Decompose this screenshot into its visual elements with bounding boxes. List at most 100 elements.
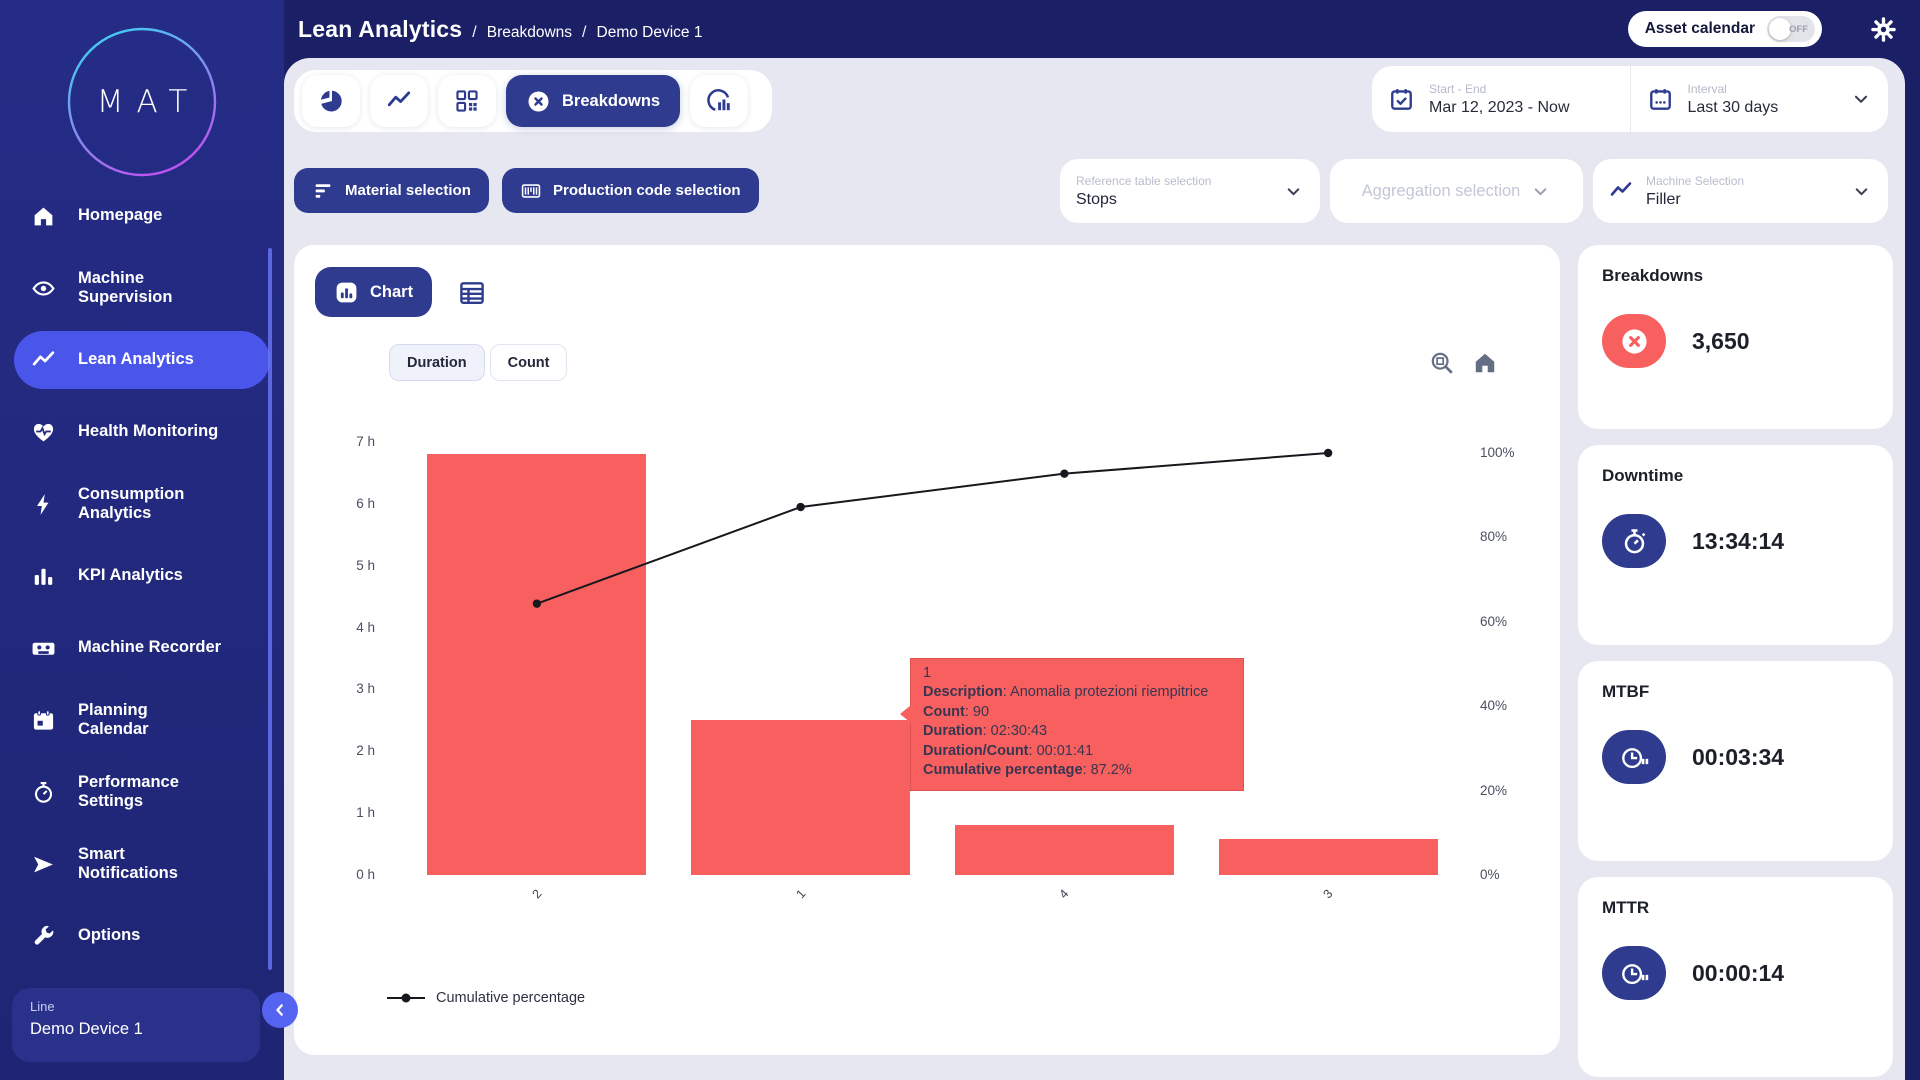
- sidebar-item-label: Smart Notifications: [78, 844, 178, 882]
- sidebar-item-kpi-analytics[interactable]: KPI Analytics: [0, 540, 284, 612]
- table-icon: [457, 278, 491, 308]
- sidebar-item-label: Machine Recorder: [78, 638, 222, 657]
- sidebar-item-lean-analytics[interactable]: Lean Analytics: [14, 331, 270, 389]
- sidebar-nav: Homepage Machine Supervision Lean Analytic…: [0, 180, 284, 972]
- device-name: Demo Device 1: [30, 1020, 143, 1038]
- sidebar-item-smart-notifications[interactable]: Smart Notifications: [0, 828, 284, 900]
- y2-axis-tick: 0%: [1480, 867, 1500, 882]
- table-view-button[interactable]: [457, 276, 491, 310]
- sidebar-item-machine-recorder[interactable]: Machine Recorder: [0, 612, 284, 684]
- device-type-label: Line: [30, 999, 55, 1014]
- view-pie-button[interactable]: [302, 75, 360, 127]
- aggregation-select[interactable]: Aggregation selection: [1330, 159, 1583, 223]
- production-code-selection-label: Production code selection: [553, 182, 741, 199]
- breadcrumb-separator: /: [472, 24, 477, 41]
- bar-3[interactable]: [1218, 838, 1438, 875]
- machine-selection-value: Filler: [1646, 190, 1681, 208]
- tooltip-row: Duration/Count: 00:01:41: [923, 742, 1094, 759]
- bolt-icon: [30, 492, 57, 517]
- interval-value: Last 30 days: [1687, 98, 1779, 116]
- unit-toggle: Duration Count: [389, 344, 568, 381]
- sidebar-item-label: Machine Supervision: [78, 268, 173, 306]
- y2-axis-tick: 40%: [1480, 698, 1508, 714]
- tooltip-row: Description: Anomalia protezioni riempit…: [923, 684, 1209, 701]
- machine-select[interactable]: Machine Selection Filler: [1593, 159, 1888, 223]
- tab-chart[interactable]: Chart: [315, 267, 433, 317]
- sidebar-item-label: Performance Settings: [78, 772, 179, 810]
- stat-card-mttr: MTTR 00:00:14: [1578, 877, 1893, 1077]
- reset-view-button[interactable]: [1472, 349, 1499, 376]
- calendar-dots-icon: [1647, 86, 1674, 113]
- tab-breakdowns-label: Breakdowns: [562, 91, 661, 110]
- chevron-down-icon: [1851, 181, 1872, 202]
- sidebar-collapse-button[interactable]: [262, 992, 298, 1028]
- view-grid-button[interactable]: [438, 75, 496, 127]
- zoom-selection-button[interactable]: [1429, 349, 1456, 376]
- tab-breakdowns[interactable]: Breakdowns: [506, 75, 681, 127]
- bar-4[interactable]: [954, 824, 1174, 875]
- sidebar-item-label: Consumption Analytics: [78, 484, 185, 522]
- stat-title: Breakdowns: [1602, 266, 1704, 285]
- content-panel: Breakdowns Start - End Mar 12, 2023 - No…: [284, 58, 1905, 1080]
- start-end-value: Mar 12, 2023 - Now: [1429, 98, 1570, 116]
- stat-value: 13:34:14: [1692, 527, 1785, 554]
- y2-axis-tick: 80%: [1480, 529, 1508, 545]
- bar-2[interactable]: [427, 453, 647, 875]
- gear-icon: [1870, 16, 1898, 43]
- y-axis-tick: 7 h: [356, 434, 375, 449]
- start-end-picker[interactable]: Start - End Mar 12, 2023 - Now: [1372, 66, 1630, 132]
- breadcrumb-device[interactable]: Demo Device 1: [596, 24, 703, 41]
- aggregation-placeholder: Aggregation selection: [1361, 181, 1521, 200]
- breadcrumb-separator: /: [582, 24, 587, 41]
- x-axis-label: 4: [1056, 886, 1072, 902]
- tooltip-row: Duration: 02:30:43: [923, 723, 1048, 740]
- interval-picker[interactable]: Interval Last 30 days: [1629, 66, 1889, 132]
- sidebar-item-performance-settings[interactable]: Performance Settings: [0, 756, 284, 828]
- y2-axis-tick: 20%: [1480, 782, 1508, 798]
- y-axis-tick: 1 h: [356, 805, 375, 821]
- asset-calendar-label: Asset calendar: [1644, 20, 1755, 37]
- sidebar-item-planning-calendar[interactable]: Planning Calendar: [0, 684, 284, 756]
- sidebar-item-health-monitoring[interactable]: Health Monitoring: [0, 396, 284, 468]
- y-axis-tick: 0 h: [356, 867, 375, 882]
- clockpause-icon: [1602, 730, 1666, 784]
- unit-count-button[interactable]: Count: [489, 344, 568, 381]
- cassette-icon: [30, 636, 57, 661]
- reference-table-select[interactable]: Reference table selection Stops: [1060, 159, 1320, 223]
- qr-grid-icon: [454, 88, 480, 114]
- chart-legend: Cumulative percentage: [387, 990, 585, 1006]
- sidebar-item-options[interactable]: Options: [0, 900, 284, 972]
- breadcrumb-section[interactable]: Breakdowns: [486, 24, 573, 41]
- production-code-selection-button[interactable]: Production code selection: [502, 168, 759, 213]
- xred-icon: [1602, 314, 1666, 368]
- asset-calendar-toggle-pill[interactable]: Asset calendar OFF: [1627, 11, 1822, 47]
- wrench-icon: [30, 924, 57, 949]
- pie-chart-icon: [318, 88, 344, 114]
- reference-table-value: Stops: [1076, 190, 1117, 208]
- stat-card-downtime: Downtime 13:34:14: [1578, 445, 1893, 645]
- sidebar: MAT Homepage Machine Supervision Lean Anal…: [0, 0, 298, 1080]
- sidebar-item-consumption-analytics[interactable]: Consumption Analytics: [0, 468, 284, 540]
- clockpause-icon: [1602, 946, 1666, 1000]
- asset-calendar-switch[interactable]: OFF: [1767, 16, 1815, 42]
- sidebar-item-label: Lean Analytics: [78, 350, 194, 369]
- material-selection-button[interactable]: Material selection: [294, 168, 489, 213]
- calendar-check-icon: [1388, 86, 1415, 113]
- sidebar-scrollbar[interactable]: [268, 248, 272, 970]
- send-icon: [30, 852, 57, 877]
- view-oee-button[interactable]: [690, 75, 749, 127]
- sidebar-item-homepage[interactable]: Homepage: [0, 180, 284, 252]
- legend-label: Cumulative percentage: [436, 990, 586, 1006]
- stopwatch-icon: [30, 780, 57, 805]
- view-trend-button[interactable]: [370, 75, 428, 127]
- device-card[interactable]: Line Demo Device 1: [12, 988, 260, 1062]
- logo-text: MAT: [96, 84, 201, 120]
- stat-card-mtbf: MTBF 00:03:34: [1578, 661, 1893, 861]
- date-range-group: Start - End Mar 12, 2023 - Now Interval …: [1372, 66, 1888, 132]
- unit-duration-button[interactable]: Duration: [389, 344, 485, 381]
- bar-1[interactable]: [691, 719, 911, 875]
- y-axis-tick: 5 h: [356, 557, 375, 573]
- sidebar-item-machine-supervision[interactable]: Machine Supervision: [0, 252, 284, 324]
- settings-button[interactable]: [1870, 15, 1898, 43]
